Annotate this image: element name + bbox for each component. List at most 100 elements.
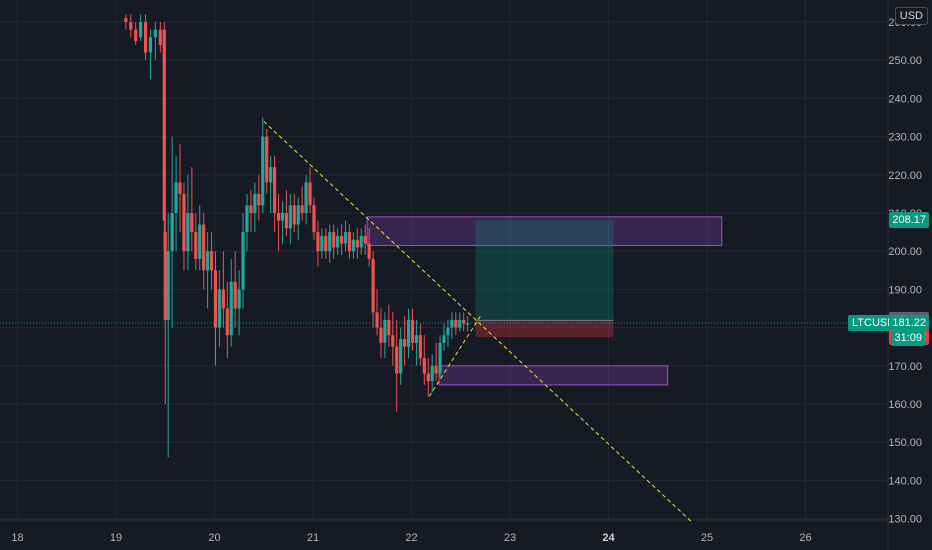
time-tick-label: 25 [701, 532, 713, 544]
price-tick-label: 160.00 [888, 399, 922, 411]
candle-body [367, 243, 371, 259]
candle-body [406, 319, 411, 347]
candle-body [359, 235, 363, 248]
time-tick-label: 24 [602, 532, 615, 544]
candle-body [166, 251, 170, 320]
candle-body [269, 167, 273, 183]
time-tick-label: 23 [504, 532, 516, 544]
candle-body [312, 205, 316, 233]
candle-body [430, 365, 434, 382]
candle-body [371, 258, 375, 313]
price-tick-label: 240.00 [888, 93, 922, 105]
price-tag: 181.22 [889, 314, 929, 331]
candle-body [363, 235, 367, 244]
candle-body [434, 365, 438, 374]
candle-body [426, 373, 430, 382]
candle-body [202, 224, 206, 271]
time-axis-labels: 18 19 20 21 22 23 24 25 26 [11, 532, 811, 544]
candle-body [308, 182, 312, 206]
candle-body [454, 319, 458, 328]
price-tick-label: 200.00 [888, 246, 922, 258]
symbol-tag: LTCUSD [848, 314, 900, 331]
candle-body [257, 193, 261, 206]
candle-body [209, 251, 214, 271]
candle-body [194, 232, 198, 259]
candle-body [288, 205, 292, 229]
candle-body [462, 319, 466, 324]
candles [124, 14, 470, 458]
candle-body [343, 232, 348, 244]
candle-body [316, 232, 320, 252]
candle-body [320, 235, 324, 252]
candle-body [190, 213, 194, 233]
candle-body [272, 167, 277, 213]
candle-body [158, 29, 162, 45]
candle-body [387, 319, 391, 336]
price-tick-label: 190.00 [888, 284, 922, 296]
price-tick-label: 150.00 [888, 437, 922, 449]
price-tick-label: 230.00 [888, 132, 922, 144]
currency-button[interactable]: USD [894, 7, 928, 25]
candle-body [446, 327, 450, 336]
candle-body [418, 335, 422, 359]
price-axis-labels: 260.00250.00240.00230.00220.00210.00200.… [888, 17, 922, 526]
candle-body [162, 29, 166, 221]
candle-body [422, 358, 426, 374]
candle-body [300, 205, 304, 213]
candle-body [332, 232, 336, 248]
candle-body [186, 213, 190, 252]
candle-body [336, 235, 340, 248]
candle-body [134, 29, 138, 42]
price-tick-label: 170.00 [888, 361, 922, 373]
candle-body [355, 239, 359, 248]
time-tick-label: 22 [405, 532, 417, 544]
candle-body [403, 339, 407, 347]
candle-body [328, 232, 332, 252]
candle-body [198, 224, 202, 259]
price-tag: 208.17 [889, 211, 929, 228]
price-tick-label: 140.00 [888, 475, 922, 487]
candle-body [379, 327, 383, 343]
price-tick-label: 250.00 [888, 55, 922, 67]
candle-body [153, 29, 157, 38]
candle-body [206, 251, 210, 271]
candle-body [174, 182, 178, 213]
lower-zone [438, 365, 669, 386]
candle-body [450, 319, 454, 328]
grid-lines [0, 0, 888, 520]
time-tick-label: 19 [110, 532, 122, 544]
candle-body [414, 335, 419, 343]
candle-body [178, 182, 182, 194]
ascending-trendline [428, 315, 481, 397]
candle-body [399, 339, 403, 374]
time-tick-label: 26 [799, 532, 811, 544]
candle-body [217, 289, 222, 328]
candle-body [284, 213, 289, 229]
candle-body [213, 270, 218, 328]
candle-body [229, 281, 233, 336]
price-tick-label: 220.00 [888, 170, 922, 182]
candle-body [245, 205, 249, 233]
candle-body [261, 136, 265, 206]
candle-body [139, 22, 143, 38]
time-tick-label: 20 [208, 532, 220, 544]
candle-body [292, 205, 296, 225]
candle-body [395, 346, 399, 374]
candle-body [129, 22, 133, 30]
candle-body [304, 182, 308, 213]
candle-body [438, 342, 442, 374]
candle-body [391, 335, 395, 347]
candle-body [347, 232, 352, 252]
candle-body [339, 235, 344, 244]
candle-body [351, 239, 355, 252]
candle-body [296, 205, 300, 225]
candle-body [233, 281, 237, 309]
price-tick-label: 130.00 [888, 514, 922, 526]
candle-body [182, 193, 186, 252]
candle-body [253, 193, 257, 213]
candle-body [237, 289, 241, 309]
position-profit-zone [475, 219, 614, 321]
countdown-tag: 31:09 [891, 329, 925, 346]
